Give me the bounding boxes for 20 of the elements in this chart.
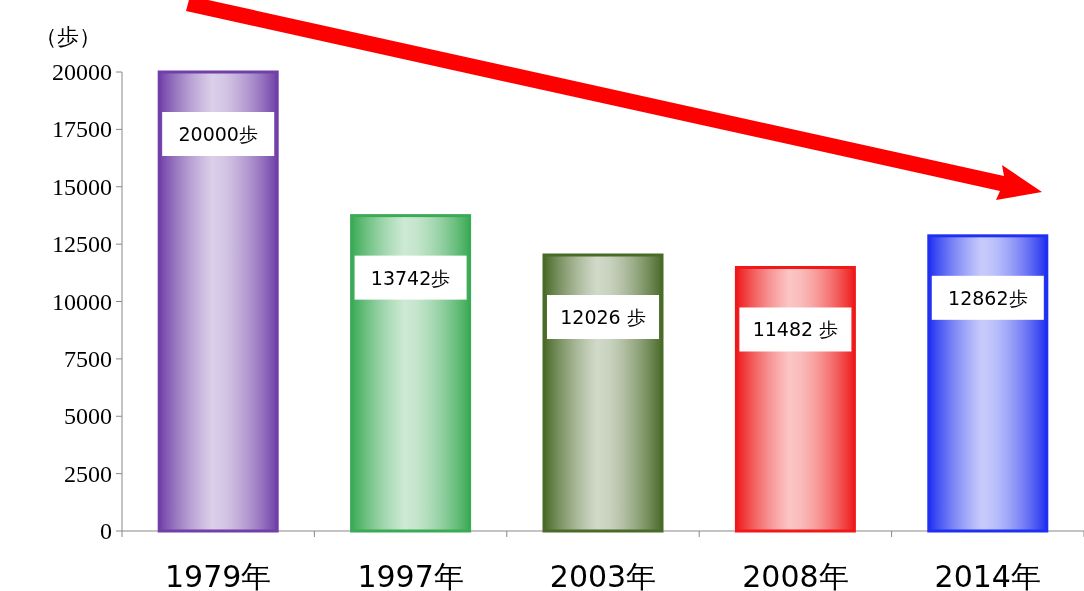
- y-tick-label: 20000: [52, 59, 112, 85]
- x-tick-label: 2003年: [549, 558, 657, 591]
- x-tick-label: 1997年: [357, 558, 464, 591]
- data-label: 12026 歩: [560, 306, 646, 328]
- y-tick-label: 17500: [52, 116, 112, 143]
- y-tick-label: 7500: [64, 345, 112, 372]
- y-tick-label: 10000: [52, 288, 112, 315]
- x-tick-label: 1979年: [165, 558, 272, 591]
- x-tick-label: 2014年: [934, 558, 1041, 591]
- data-label: 11482 歩: [752, 318, 839, 341]
- y-tick-label: 0: [100, 518, 112, 544]
- y-tick-label: 15000: [52, 173, 112, 200]
- data-label: 20000歩: [178, 123, 258, 145]
- data-label: 13742歩: [370, 266, 451, 289]
- y-tick-label: 5000: [64, 403, 112, 430]
- y-tick-label: 12500: [52, 231, 112, 258]
- y-axis-title: （歩）: [35, 23, 101, 49]
- x-tick-label: 2008年: [742, 558, 849, 591]
- y-tick-label: 2500: [64, 460, 112, 487]
- data-label: 12862歩: [948, 286, 1028, 309]
